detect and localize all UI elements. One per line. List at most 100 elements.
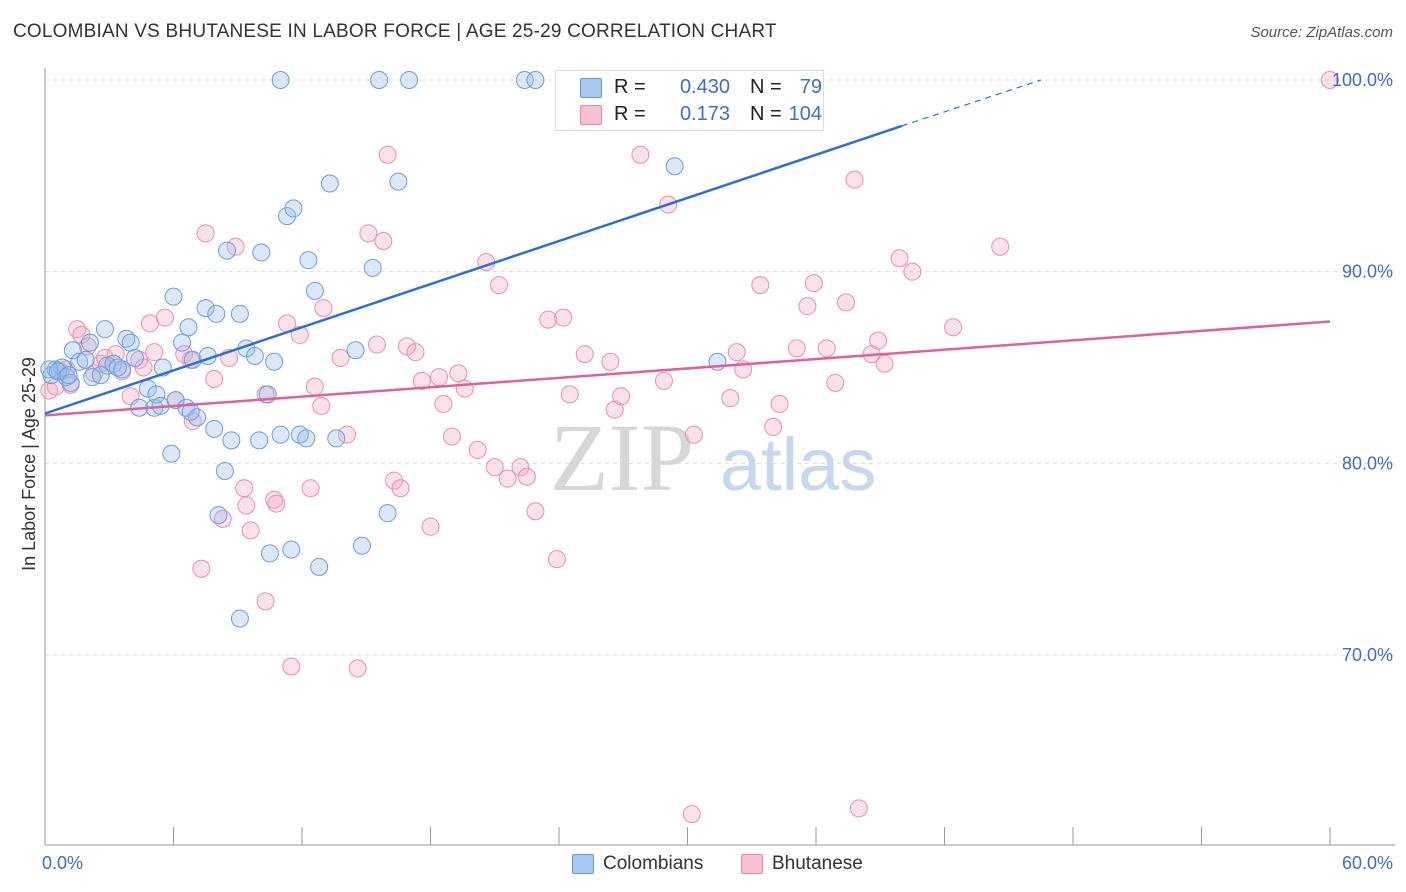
colombian-point xyxy=(80,333,99,352)
chart-title: COLOMBIAN VS BHUTANESE IN LABOR FORCE | … xyxy=(13,21,777,42)
colombian-point xyxy=(278,207,297,226)
bhutanese-point xyxy=(348,659,367,678)
bhutanese-point xyxy=(684,425,703,444)
bhutanese-point xyxy=(817,339,836,358)
colombian-point xyxy=(196,299,215,318)
watermark: ZIP atlas xyxy=(550,404,876,511)
bhutanese-point xyxy=(374,232,393,250)
legend-swatch-blue xyxy=(572,854,594,874)
bhutanese-point xyxy=(449,364,468,383)
colombian-point xyxy=(162,444,181,463)
colombian-point xyxy=(48,362,67,381)
legend-swatch-pink xyxy=(580,105,602,125)
bhutanese-point xyxy=(434,394,453,413)
source-label: Source: ZipAtlas.com xyxy=(1250,24,1393,41)
bhutanese-point xyxy=(991,237,1010,256)
bhutanese-point xyxy=(256,592,275,611)
bhutanese-point xyxy=(205,370,224,388)
bhutanese-point xyxy=(312,396,331,415)
bhutanese-point xyxy=(498,469,517,488)
colombian-point xyxy=(218,241,237,260)
bhutanese-point xyxy=(237,496,256,515)
bhutanese-trend-line xyxy=(44,320,1331,417)
colombian-point xyxy=(378,504,397,523)
colombian-point xyxy=(91,366,110,385)
r-label: R = xyxy=(614,76,646,98)
bhutanese-point xyxy=(849,799,868,818)
colombian-point xyxy=(222,431,241,450)
colombian-point xyxy=(245,347,264,365)
bhutanese-point xyxy=(314,299,333,318)
bhutanese-point xyxy=(367,335,386,354)
bhutanese-point xyxy=(267,494,286,513)
colombian-point xyxy=(271,71,290,89)
y-tick-label: 80.0% xyxy=(1342,453,1393,473)
colombian-point xyxy=(230,304,249,323)
bhutanese-point xyxy=(421,517,440,536)
colombian-point xyxy=(310,557,329,576)
colombian-point xyxy=(121,333,140,352)
colombian-point xyxy=(327,429,346,448)
colombian-point xyxy=(252,243,271,262)
bhutanese-point xyxy=(305,377,324,396)
correlation-legend: R = 0.430 N = 79 R = 0.173 N = 104 xyxy=(555,70,824,131)
colombian-point xyxy=(352,536,371,555)
colombian-point xyxy=(164,287,183,306)
bhutanese-point xyxy=(192,559,211,578)
bhutanese-point xyxy=(331,348,350,367)
y-tick-labels: 70.0% 80.0% 90.0% 100.0% xyxy=(1332,70,1393,665)
r-value: 0.430 xyxy=(679,76,730,98)
x-tick-label: 0.0% xyxy=(42,853,83,873)
bhutanese-point xyxy=(412,371,431,390)
bhutanese-point xyxy=(575,345,594,364)
bhutanese-point xyxy=(654,371,673,390)
colombian-point xyxy=(215,462,234,480)
bhutanese-point xyxy=(845,170,864,189)
bhutanese-point xyxy=(490,276,509,295)
bhutanese-point xyxy=(798,297,817,316)
colombian-point xyxy=(250,431,269,450)
bhutanese-point xyxy=(145,343,164,362)
bhutanese-point xyxy=(539,310,558,329)
colombian-point xyxy=(346,341,365,360)
colombian-point xyxy=(284,199,303,218)
colombian-point xyxy=(209,506,228,525)
trend-lines xyxy=(44,79,1331,417)
colombian-point xyxy=(173,333,192,352)
colombian-point xyxy=(370,71,389,89)
colombian-point xyxy=(59,366,78,385)
bhutanese-point xyxy=(385,471,404,490)
colombian-point xyxy=(363,258,382,277)
bhutanese-point xyxy=(682,805,701,824)
axes xyxy=(44,68,1395,846)
bhutanese-point xyxy=(455,379,474,398)
colombian-trend-extension xyxy=(901,79,1042,127)
bhutanese-point xyxy=(631,145,650,164)
colombian-point xyxy=(95,320,114,339)
bhutanese-point xyxy=(442,427,461,446)
legend-swatch-pink xyxy=(741,854,763,874)
legend-label: Colombians xyxy=(603,853,704,874)
y-tick-label: 100.0% xyxy=(1332,70,1393,90)
colombian-point xyxy=(63,341,82,360)
watermark-atlas: atlas xyxy=(720,423,876,506)
bhutanese-point xyxy=(241,521,260,540)
bhutanese-point xyxy=(1321,71,1339,89)
colombian-trend-line xyxy=(44,124,903,415)
colombian-point xyxy=(389,172,408,191)
bhutanese-point xyxy=(511,458,530,477)
bhutanese-point xyxy=(301,479,320,498)
x-tick-label: 60.0% xyxy=(1342,853,1393,873)
bhutanese-point xyxy=(787,339,806,358)
colombian-point xyxy=(271,425,290,444)
colombian-point xyxy=(305,281,324,300)
colombian-point xyxy=(179,318,198,337)
colombian-point xyxy=(61,373,80,392)
bhutanese-point xyxy=(875,354,894,373)
n-label: N = xyxy=(750,76,782,98)
bhutanese-point xyxy=(196,224,215,243)
colombian-point xyxy=(76,350,95,369)
bhutanese-point xyxy=(944,318,963,337)
watermark-zip: ZIP xyxy=(550,404,694,511)
r-label: R = xyxy=(614,103,646,125)
